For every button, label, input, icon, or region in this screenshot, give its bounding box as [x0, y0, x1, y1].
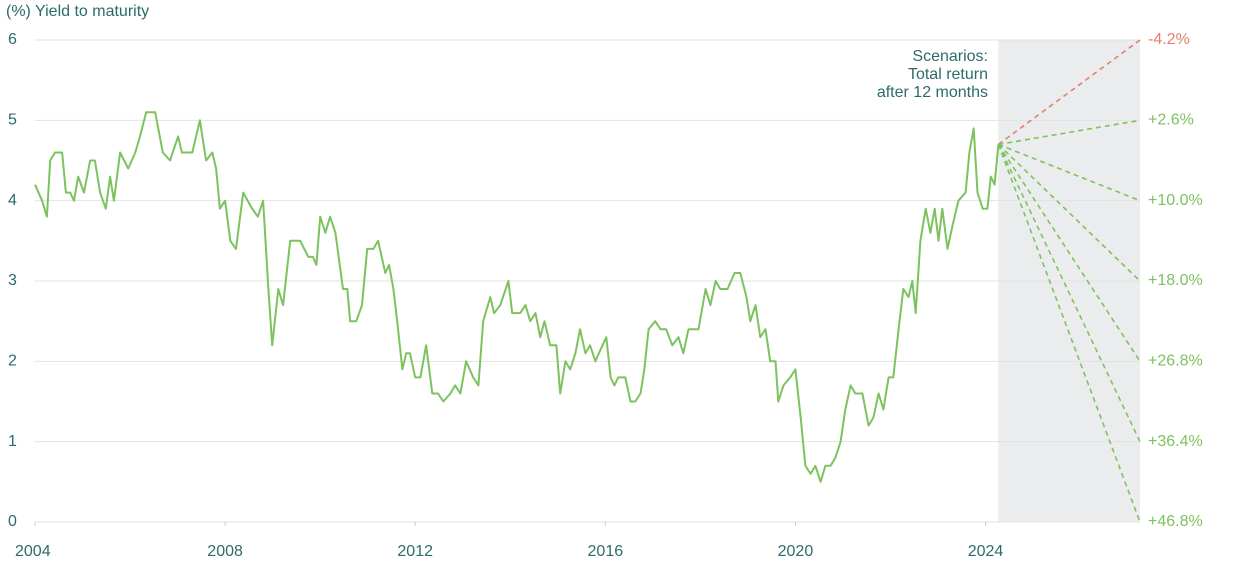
x-tick-label: 2012 — [397, 543, 433, 560]
y-tick-label: 4 — [8, 192, 17, 209]
scenario-line — [997, 144, 1141, 443]
scenario-label: +18.0% — [1148, 272, 1203, 289]
scenario-line — [997, 39, 1141, 146]
scenario-label: +2.6% — [1148, 112, 1194, 129]
scenario-line — [997, 144, 1141, 523]
scenario-line — [998, 143, 1141, 202]
y-axis-label: (%) Yield to maturity — [6, 3, 149, 20]
scenario-label: -4.2% — [1148, 31, 1190, 48]
scenario-label: +46.8% — [1148, 513, 1203, 530]
scenario-label: +10.0% — [1148, 192, 1203, 209]
x-tick-label: 2016 — [588, 543, 624, 560]
x-tick-label: 2004 — [15, 543, 51, 560]
yield-line — [34, 111, 1000, 483]
y-tick-label: 5 — [8, 112, 17, 129]
y-tick-label: 0 — [8, 513, 17, 530]
y-tick-label: 1 — [8, 433, 17, 450]
annotation: Scenarios: — [912, 48, 988, 65]
annotation: after 12 months — [877, 84, 988, 101]
scenario-label: +26.8% — [1148, 353, 1203, 370]
y-tick-label: 2 — [8, 353, 17, 370]
x-tick-label: 2020 — [778, 543, 814, 560]
scenario-label: +36.4% — [1148, 433, 1203, 450]
scenario-line — [997, 143, 1141, 282]
y-tick-label: 3 — [8, 272, 17, 289]
y-tick-label: 6 — [8, 31, 17, 48]
annotation: Total return — [908, 66, 988, 83]
x-tick-label: 2008 — [207, 543, 243, 560]
x-tick-label: 2024 — [968, 543, 1004, 560]
scenario-line — [997, 143, 1141, 362]
scenario-line — [998, 119, 1141, 146]
